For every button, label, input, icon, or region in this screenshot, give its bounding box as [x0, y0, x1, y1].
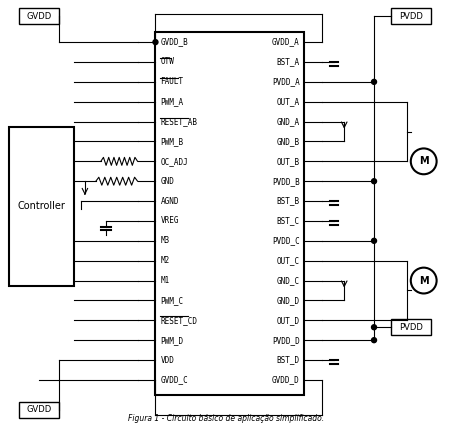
Text: M: M: [418, 276, 428, 285]
Bar: [19, 402, 59, 417]
Circle shape: [371, 238, 376, 243]
Text: GVDD_A: GVDD_A: [271, 37, 299, 46]
Text: PWM_D: PWM_D: [160, 336, 183, 345]
Text: PVDD: PVDD: [398, 12, 422, 21]
Text: BST_C: BST_C: [276, 216, 299, 225]
Text: RESET_CD: RESET_CD: [160, 316, 197, 325]
Text: RESET_AB: RESET_AB: [160, 117, 197, 126]
Text: GVDD: GVDD: [27, 12, 52, 21]
Text: GND_B: GND_B: [276, 137, 299, 146]
Text: PWM_B: PWM_B: [160, 137, 183, 146]
Text: GND: GND: [160, 177, 174, 186]
Circle shape: [371, 338, 376, 343]
Bar: [9, 127, 74, 285]
Text: Controller: Controller: [18, 201, 65, 211]
Circle shape: [371, 79, 376, 84]
Circle shape: [410, 268, 436, 294]
Text: PVDD_B: PVDD_B: [271, 177, 299, 186]
Circle shape: [371, 179, 376, 184]
Text: OUT_C: OUT_C: [276, 256, 299, 265]
Text: AGND: AGND: [160, 196, 179, 206]
Text: BST_D: BST_D: [276, 356, 299, 365]
Text: GVDD: GVDD: [27, 405, 52, 414]
Circle shape: [410, 148, 436, 174]
Text: OUT_D: OUT_D: [276, 316, 299, 325]
Text: M3: M3: [160, 236, 169, 245]
Bar: [390, 9, 430, 24]
Circle shape: [371, 325, 376, 330]
Text: PVDD_A: PVDD_A: [271, 78, 299, 86]
Bar: [155, 32, 304, 395]
Text: GND_D: GND_D: [276, 296, 299, 305]
Text: PVDD_D: PVDD_D: [271, 336, 299, 345]
Text: M: M: [418, 156, 428, 166]
Text: GVDD_D: GVDD_D: [271, 375, 299, 384]
Text: OC_ADJ: OC_ADJ: [160, 157, 188, 166]
Text: PVDD: PVDD: [398, 323, 422, 332]
Text: PWM_C: PWM_C: [160, 296, 183, 305]
Text: Figura 1 - Circuito básico de aplicação simplificado.: Figura 1 - Circuito básico de aplicação …: [128, 414, 323, 423]
Text: GND_C: GND_C: [276, 276, 299, 285]
Text: M1: M1: [160, 276, 169, 285]
Text: M2: M2: [160, 256, 169, 265]
Text: PVDD_C: PVDD_C: [271, 236, 299, 245]
Circle shape: [152, 40, 157, 45]
Text: VREG: VREG: [160, 216, 179, 225]
Text: GND_A: GND_A: [276, 117, 299, 126]
Text: GVDD_B: GVDD_B: [160, 37, 188, 46]
Text: FAULT: FAULT: [160, 78, 183, 86]
Text: OUT_A: OUT_A: [276, 97, 299, 106]
Text: GVDD_C: GVDD_C: [160, 375, 188, 384]
Bar: [390, 320, 430, 335]
Text: PWM_A: PWM_A: [160, 97, 183, 106]
Bar: [19, 9, 59, 24]
Text: BST_A: BST_A: [276, 58, 299, 66]
Text: VDD: VDD: [160, 356, 174, 365]
Text: BST_B: BST_B: [276, 196, 299, 206]
Text: OUT_B: OUT_B: [276, 157, 299, 166]
Text: OTW: OTW: [160, 58, 174, 66]
